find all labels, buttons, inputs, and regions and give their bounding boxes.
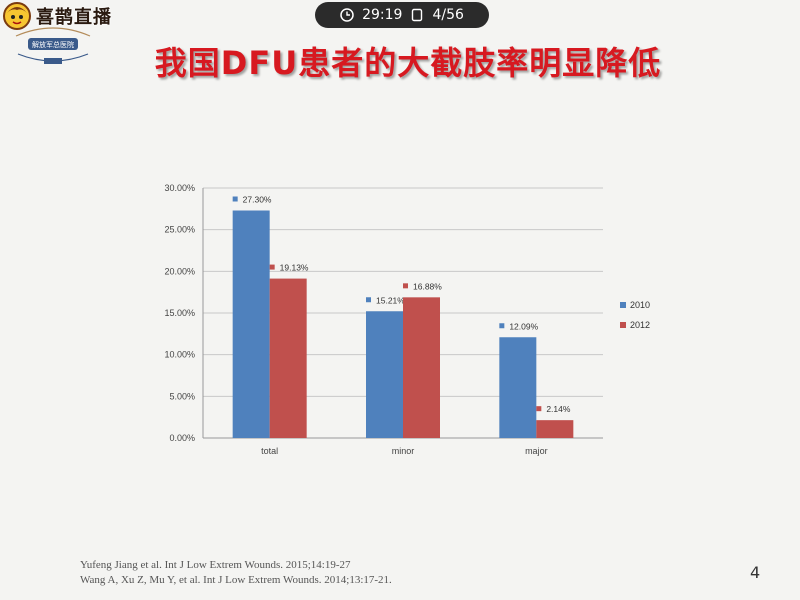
bar-chart: 0.00% 5.00% 10.00% 15.00% 20.00% 25.00% 30.00%…: [140, 170, 660, 470]
data-label-marker: [269, 264, 275, 270]
data-label: 19.13%: [280, 263, 309, 273]
slide-title: 我国DFU患者的大截肢率明显降低: [154, 44, 662, 82]
data-label: 2.14%: [546, 404, 571, 414]
bar-2012-total: [269, 278, 307, 438]
data-label: 15.21%: [376, 295, 405, 305]
bar-2010-minor: [366, 311, 403, 438]
bar-2012-minor: [403, 297, 440, 438]
page-icon: [412, 8, 423, 22]
elapsed-time: 29:19: [362, 7, 403, 23]
y-tick-label: 0.00%: [169, 433, 195, 443]
x-tick-label: major: [525, 446, 548, 456]
data-label-marker: [403, 283, 408, 289]
data-label: 27.30%: [243, 195, 272, 205]
legend-swatch-2010: [620, 302, 626, 308]
y-tick-label: 30.00%: [164, 183, 195, 193]
magpie-mascot-icon: [3, 2, 31, 30]
bar-2010-major: [499, 337, 537, 438]
reference-2: Wang A, Xu Z, Mu Y, et al. Int J Low Ext…: [80, 574, 392, 586]
y-tick-label: 25.00%: [164, 225, 195, 235]
legend-label: 2010: [630, 300, 650, 310]
reference-1: Yufeng Jiang et al. Int J Low Extrem Wou…: [80, 559, 351, 571]
seal-text: 解放军总医院: [32, 40, 74, 49]
legend-swatch-2012: [620, 322, 626, 328]
data-label-marker: [366, 297, 371, 303]
brand-area: 喜鹊直播: [0, 0, 112, 32]
brand-name: 喜鹊直播: [36, 7, 112, 28]
clock-icon: [340, 8, 354, 22]
page-indicator: 4/56: [432, 7, 464, 23]
data-label-marker: [499, 323, 505, 329]
x-tick-label: total: [261, 446, 278, 456]
y-tick-label: 20.00%: [164, 266, 195, 276]
hospital-seal-icon: 解放军总医院: [15, 27, 91, 64]
data-label-marker: [232, 196, 238, 202]
data-label: 12.09%: [509, 321, 538, 331]
slide-page-number: 4: [750, 563, 761, 582]
data-label: 16.88%: [413, 281, 442, 291]
references: Yufeng Jiang et al. Int J Low Extrem Wou…: [80, 558, 392, 588]
y-tick-label: 5.00%: [169, 391, 195, 401]
chart-svg: 0.00% 5.00% 10.00% 15.00% 20.00% 25.00% 30.00%…: [164, 183, 650, 456]
y-tick-label: 15.00%: [164, 308, 195, 318]
x-tick-label: minor: [392, 446, 415, 456]
legend-label: 2012: [630, 320, 650, 330]
bar-2012-major: [536, 420, 574, 438]
data-label-marker: [536, 406, 542, 412]
y-tick-label: 10.00%: [164, 350, 195, 360]
bar-2010-total: [232, 210, 270, 438]
player-status-bar: 29:19 4/56: [315, 2, 489, 28]
